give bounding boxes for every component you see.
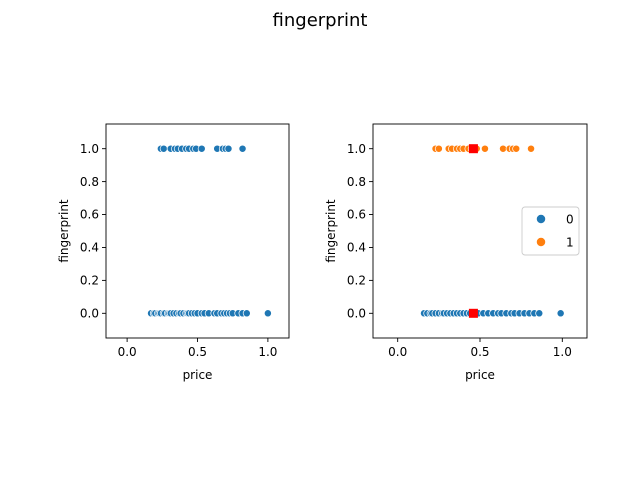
data-point	[263, 309, 272, 318]
y-axis-label: fingerprint	[57, 199, 71, 263]
data-point	[535, 309, 544, 318]
y-tick-label: 0.8	[347, 175, 366, 189]
y-tick-label: 0.0	[347, 307, 366, 321]
y-tick-label: 0.8	[80, 175, 99, 189]
data-point	[556, 309, 565, 318]
data-point	[197, 144, 206, 153]
x-tick-label: 0.5	[470, 345, 489, 359]
x-axis-label: price	[465, 368, 495, 382]
data-point	[159, 144, 168, 153]
series-0	[147, 144, 272, 318]
data-point	[527, 144, 535, 153]
y-tick-label: 0.0	[80, 307, 99, 321]
mean-marker	[468, 144, 478, 154]
y-tick-label: 1.0	[347, 142, 366, 156]
y-tick-label: 0.6	[347, 208, 366, 222]
axes-frame	[105, 123, 290, 339]
data-point	[512, 144, 521, 153]
y-tick-label: 0.2	[80, 274, 99, 288]
x-axis-label: price	[183, 368, 213, 382]
left-scatter-panel: 0.0 0.5 1.0 0.0 0.2 0.4 0.6 0.8 1.0 price fingerpr…	[57, 123, 290, 382]
x-tick-label: 1.0	[258, 345, 277, 359]
legend-label: 1	[566, 235, 574, 249]
y-tick-label: 1.0	[80, 142, 99, 156]
x-tick-label: 0.0	[118, 345, 137, 359]
series-0	[420, 309, 565, 318]
y-tick-label: 0.4	[80, 241, 99, 255]
legend-marker	[536, 237, 546, 247]
data-point	[434, 144, 443, 153]
x-tick-label: 0.5	[188, 345, 207, 359]
y-tick-label: 0.2	[347, 274, 366, 288]
data-point	[224, 144, 233, 153]
right-scatter-panel: 0.0 0.5 1.0 0.0 0.2 0.4 0.6 0.8 1.0 price fingerpr…	[324, 123, 588, 382]
data-point	[499, 144, 507, 153]
legend-label: 0	[566, 212, 574, 226]
series-1	[431, 144, 535, 153]
data-point	[480, 144, 489, 153]
y-tick-label: 0.6	[80, 208, 99, 222]
y-tick-label: 0.4	[347, 241, 366, 255]
x-tick-label: 0.0	[388, 345, 407, 359]
data-point	[238, 144, 247, 153]
x-tick-label: 1.0	[553, 345, 572, 359]
legend-marker	[536, 214, 546, 224]
legend: 01	[521, 206, 580, 256]
mean-marker	[468, 308, 478, 318]
data-point	[242, 309, 251, 318]
y-axis-label: fingerprint	[324, 199, 338, 263]
figure-title: fingerprint	[273, 10, 368, 31]
